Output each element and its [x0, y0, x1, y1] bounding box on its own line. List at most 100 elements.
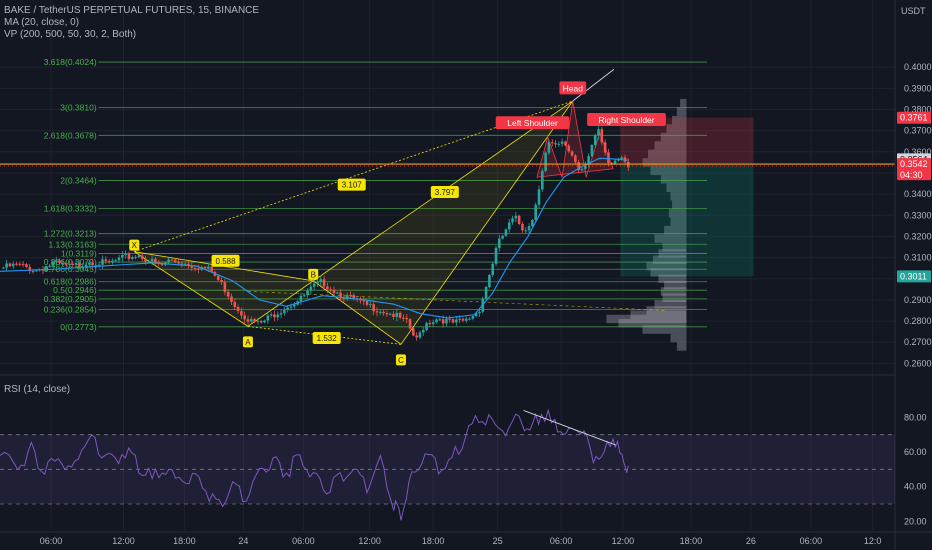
- candle-body: [230, 296, 233, 302]
- fib-level-label: 0.786(0.3045): [44, 264, 97, 274]
- volume-profile-bar: [662, 293, 687, 303]
- candle-body: [101, 259, 104, 265]
- candle-body: [375, 311, 379, 313]
- candle-body: [302, 295, 306, 297]
- time-tick-label: 18:00: [680, 536, 703, 546]
- candle-body: [484, 287, 488, 299]
- candle-body: [124, 254, 127, 256]
- fib-level-label: 2(0.3464): [60, 176, 97, 186]
- volume-profile-bar: [646, 306, 687, 315]
- volume-profile-bar: [618, 318, 687, 328]
- candle-body: [372, 304, 375, 312]
- candle-body: [498, 238, 501, 248]
- price-tick-label: 0.3100: [904, 253, 932, 263]
- price-tick-label: 0.2700: [904, 337, 932, 347]
- candle-body: [51, 262, 55, 266]
- fib-level-label: 0(0.2773): [60, 322, 97, 332]
- volume-profile-bar: [654, 141, 687, 150]
- candle-body: [111, 260, 114, 263]
- candle-body: [461, 318, 465, 321]
- countdown-label: 04:30: [900, 170, 923, 180]
- candle-body: [269, 314, 273, 316]
- candle-body: [405, 317, 409, 320]
- vp-legend[interactable]: VP (200, 500, 50, 30, 2, Both): [4, 29, 137, 40]
- candle-body: [471, 316, 475, 319]
- candle-body: [349, 295, 352, 297]
- fib-level-label: 0.236(0.2854): [44, 305, 97, 315]
- candle-body: [564, 141, 567, 146]
- volume-profile-bar: [672, 115, 687, 125]
- candle-body: [613, 160, 617, 164]
- candle-body: [541, 170, 544, 190]
- candle-body: [312, 283, 316, 287]
- candle-body: [283, 309, 286, 314]
- candle-body: [428, 322, 432, 325]
- candle-body: [455, 319, 458, 323]
- candle-body: [64, 262, 68, 265]
- candle-body: [193, 267, 197, 269]
- candle-body: [223, 282, 227, 292]
- candle-body: [44, 266, 48, 271]
- candle-body: [365, 300, 369, 305]
- candle-body: [127, 254, 131, 259]
- hs-label: Head: [563, 83, 584, 93]
- price-tick-label: 0.3300: [904, 210, 932, 220]
- candle-body: [226, 291, 230, 297]
- candle-body: [560, 141, 564, 144]
- candle-body: [130, 257, 134, 259]
- candle-body: [15, 263, 18, 265]
- candle-body: [147, 261, 151, 263]
- volume-profile-bar: [680, 98, 687, 108]
- volume-profile-bar: [654, 299, 687, 309]
- candle-body: [478, 311, 481, 314]
- volume-profile-bar: [676, 107, 687, 116]
- candle-body: [527, 226, 531, 231]
- price-axis[interactable]: 0.40000.39000.38000.37000.36000.35000.34…: [894, 0, 932, 550]
- candle-body: [491, 263, 495, 275]
- candle-body: [203, 266, 207, 269]
- candle-body: [74, 263, 78, 265]
- candle-body: [504, 229, 508, 236]
- time-axis[interactable]: 06:00 12:00 18:00 24 06:00 12:00 18:00 25 06:00 1…: [0, 531, 932, 546]
- fib-level-label: 1.13(0.3163): [48, 239, 96, 249]
- candle-body: [216, 275, 220, 280]
- candle-body: [276, 314, 280, 318]
- rsi-line: [0, 408, 629, 521]
- volume-profile-bar: [664, 280, 687, 290]
- candle-body: [220, 279, 223, 283]
- candle-body: [190, 266, 194, 268]
- time-tick-label: 24: [238, 536, 248, 546]
- candle-body: [388, 313, 392, 315]
- candle-body: [574, 155, 577, 163]
- candle-body: [263, 320, 266, 323]
- pattern-point-badge: [129, 239, 140, 251]
- target-zone: [620, 164, 754, 277]
- ma-legend[interactable]: MA (20, close, 0): [4, 17, 80, 28]
- candle-body: [256, 321, 260, 323]
- candle-body: [183, 263, 187, 265]
- candle-body: [517, 215, 521, 225]
- fib-level-label: 1.618(0.3332): [44, 204, 97, 214]
- time-tick-label: 18:00: [422, 536, 445, 546]
- candle-body: [58, 260, 61, 264]
- time-tick-label: 18:00: [173, 536, 196, 546]
- candle-body: [279, 313, 283, 315]
- volume-profile-bar: [664, 225, 687, 235]
- symbol-title[interactable]: BAKE / TetherUS PERPETUAL FUTURES, 15, B…: [4, 5, 260, 16]
- price-axis-badge: [897, 158, 931, 181]
- rsi-tick-label: 60.00: [904, 447, 927, 457]
- candle-body: [392, 313, 395, 317]
- volume-profile-bar: [672, 200, 687, 209]
- price-axis-badge-label: 0.3011: [900, 271, 927, 281]
- candle-body: [494, 247, 498, 264]
- price-tick-label: 0.3900: [904, 83, 932, 93]
- rsi-legend[interactable]: RSI (14, close): [4, 384, 71, 395]
- candle-body: [593, 135, 597, 145]
- candle-body: [114, 260, 118, 262]
- price-tick-label: 0.3800: [904, 104, 932, 114]
- rsi-tick-label: 20.00: [904, 516, 927, 526]
- candle-body: [167, 259, 170, 263]
- candle-body: [468, 318, 471, 320]
